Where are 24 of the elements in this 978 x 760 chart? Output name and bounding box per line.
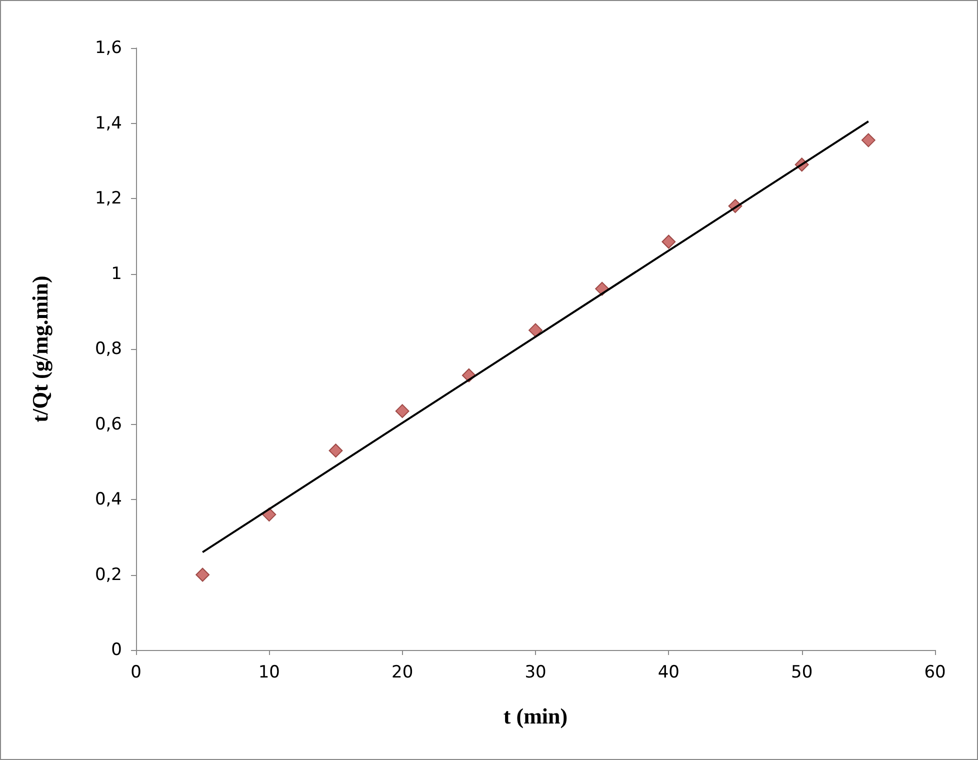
y-tick-label: 0,2 [94, 564, 122, 585]
y-tick-label: 0,4 [94, 490, 122, 510]
point [662, 234, 676, 249]
y-tick-label: 1,2 [94, 188, 122, 208]
x-tick-label: 0 [130, 662, 142, 682]
y-tick-label: 0 [111, 640, 122, 660]
y-tick-label: 0,8 [94, 339, 122, 359]
point [196, 568, 210, 582]
point [328, 444, 343, 458]
x-tick-label: 40 [658, 662, 680, 682]
x-tick-label: 50 [791, 662, 813, 682]
y-tick-label: 1,4 [94, 113, 122, 134]
x-tick-label: 10 [258, 662, 280, 682]
point [528, 323, 542, 338]
x-axis-title: t (min) [503, 704, 568, 728]
x-tick-label: 60 [924, 662, 946, 682]
x-tick-label: 30 [524, 662, 546, 682]
point [395, 404, 410, 418]
x-tick-label: 20 [392, 662, 414, 682]
y-tick-label: 1 [111, 264, 122, 284]
y-tick-label: 1,6 [94, 38, 122, 58]
y-tick-label: 0,6 [94, 414, 122, 434]
point [861, 133, 876, 148]
y-axis-title: t/Qt (g/mg.min) [28, 276, 52, 422]
